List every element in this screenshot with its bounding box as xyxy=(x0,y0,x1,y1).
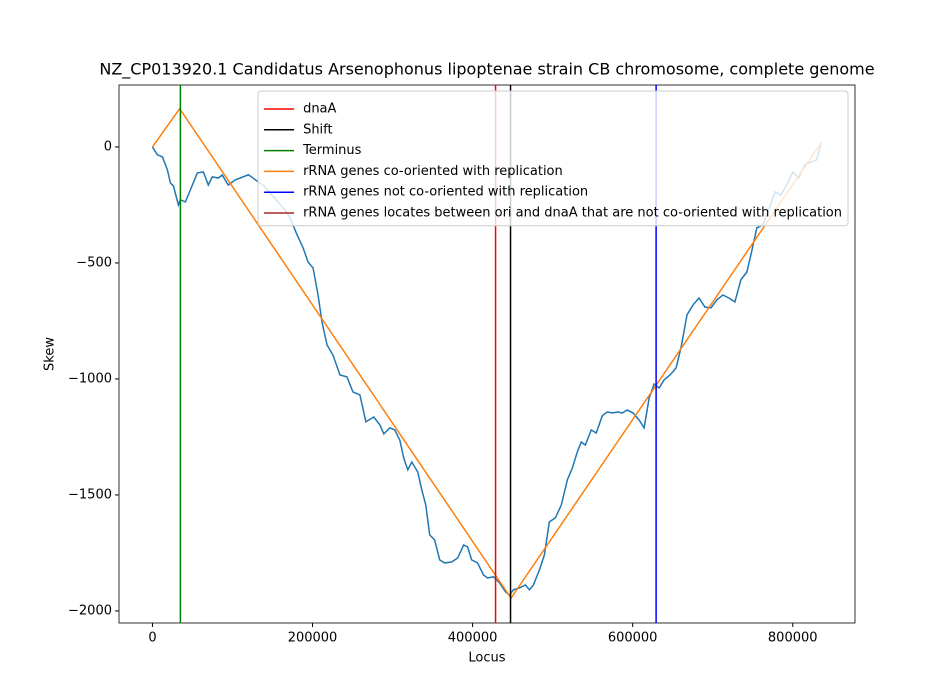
legend-label: rRNA genes not co-oriented with replicat… xyxy=(303,185,588,200)
y-tick-label: −500 xyxy=(76,255,112,270)
legend-label: rRNA genes locates between ori and dnaA … xyxy=(303,206,842,221)
y-axis-label: Skew xyxy=(43,337,58,371)
legend-label: Shift xyxy=(303,122,333,137)
x-tick-label: 400000 xyxy=(448,631,498,646)
skew-line xyxy=(151,107,823,600)
y-tick-label: −1500 xyxy=(68,487,112,502)
legend-label: dnaA xyxy=(303,102,336,117)
y-tick-label: 0 xyxy=(104,139,112,154)
legend-box xyxy=(257,90,849,227)
legend-label: Terminus xyxy=(302,143,362,158)
x-tick-label: 800000 xyxy=(768,631,818,646)
y-tick-label: −1000 xyxy=(68,371,112,386)
chart-title: NZ_CP013920.1 Candidatus Arsenophonus li… xyxy=(99,60,874,80)
plot-frame xyxy=(118,84,856,624)
y-tick-label: −2000 xyxy=(68,603,112,618)
x-tick-label: 600000 xyxy=(608,631,658,646)
x-tick-label: 200000 xyxy=(288,631,338,646)
x-tick-label: 0 xyxy=(148,631,156,646)
legend: dnaA Shift Terminus rRNA genes co-oriented … xyxy=(257,90,849,227)
x-axis-label: Locus xyxy=(468,651,505,666)
legend-label: rRNA genes co-oriented with replication xyxy=(303,164,563,179)
